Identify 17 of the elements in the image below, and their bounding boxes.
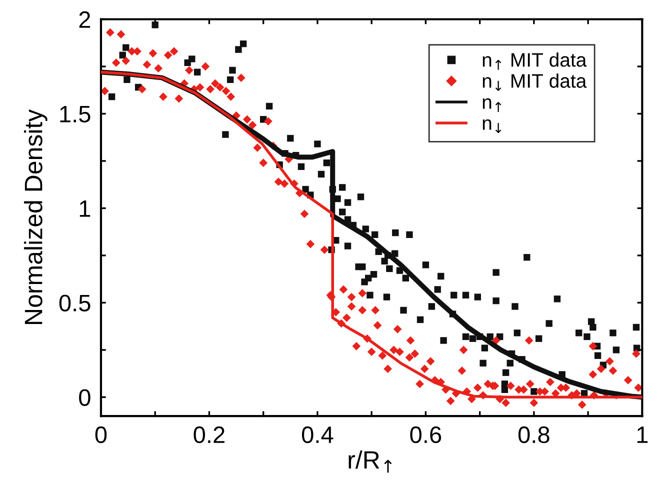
x-tick-label: 0.2 (194, 426, 224, 444)
x-tick-label: 0 (95, 426, 107, 444)
legend-label: n$_{↓}$ MIT data (482, 74, 587, 91)
y-axis-title: Normalized Density (24, 109, 48, 324)
legend-label: n$_{↑}$ (482, 98, 502, 112)
y-tick-label: 2 (79, 11, 90, 28)
y-tick-label: 1.5 (60, 106, 90, 123)
x-tick-label: 0.8 (518, 426, 550, 444)
legend-label: n$_{↑}$ MIT data (482, 52, 587, 70)
x-tick-label: 0.6 (410, 426, 442, 444)
x-tick-label: 1 (637, 426, 648, 443)
y-tick-label: 0.5 (59, 294, 90, 312)
x-tick-label: 0.4 (302, 426, 334, 444)
y-tick-label: 1 (80, 200, 90, 217)
legend-label: n$_{↓}$ (482, 119, 502, 134)
x-axis-title: r/R$_{↑}$ (348, 450, 392, 473)
y-tick-label: 0 (79, 389, 90, 406)
